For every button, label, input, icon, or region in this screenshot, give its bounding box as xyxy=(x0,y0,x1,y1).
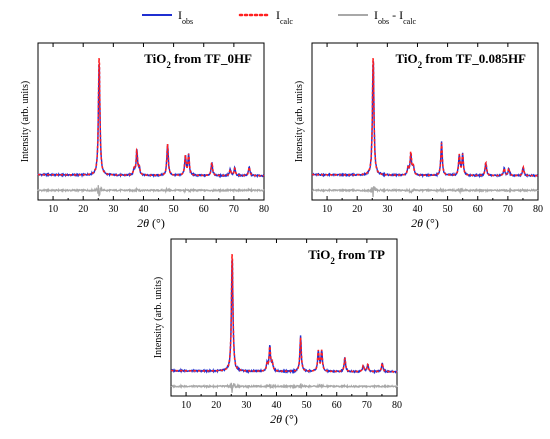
chart-title-sub: 2 xyxy=(330,256,335,266)
x-tick-label: 70 xyxy=(362,400,372,411)
x-tick-label: 80 xyxy=(259,204,269,215)
x-axis-label-main: 2θ xyxy=(411,216,423,230)
y-axis-label: Intensity (arb. units) xyxy=(294,81,305,162)
x-tick-label: 40 xyxy=(138,204,148,215)
x-tick-label: 20 xyxy=(352,204,362,215)
series-line-calc xyxy=(312,58,538,177)
x-axis-label: 2θ (°) xyxy=(137,216,165,230)
x-axis-label: 2θ (°) xyxy=(411,216,439,230)
chart-title-main: TiO xyxy=(144,51,166,66)
series-line-diff xyxy=(311,186,539,198)
x-tick-label: 60 xyxy=(473,204,483,215)
x-tick-label: 10 xyxy=(48,204,58,215)
legend-label-sub: obs xyxy=(182,17,193,26)
chart-panel-3: 10 20 30 40 50 60 70 80 2θ (°) Intensity (arb. un… xyxy=(153,238,402,426)
x-tick-label: 60 xyxy=(199,204,209,215)
x-tick-label: 50 xyxy=(443,204,453,215)
legend: Iobs Icalc Iobs - Icalc xyxy=(142,8,416,26)
series-line-calc xyxy=(171,254,397,373)
chart-title-sub: 2 xyxy=(166,60,171,70)
series-line-obs xyxy=(37,63,265,179)
chart-title: TiO2 from TF_0HF xyxy=(144,51,252,70)
x-axis-label-rest: (°) xyxy=(149,216,165,230)
x-tick-label: 80 xyxy=(533,204,543,215)
chart-title: TiO2 from TP xyxy=(308,247,385,266)
chart-title: TiO2 from TF_0.085HF xyxy=(395,51,526,70)
chart-title-sub: 2 xyxy=(418,60,423,70)
chart-title-rest: from TF_0.085HF xyxy=(422,51,526,66)
legend-label-sub: obs xyxy=(378,17,389,26)
legend-label-main: I xyxy=(276,8,280,22)
x-tick-label: 30 xyxy=(382,204,392,215)
legend-label-2: Icalc xyxy=(276,8,293,26)
x-tick-label: 20 xyxy=(211,400,221,411)
x-axis-label-main: 2θ xyxy=(270,412,282,426)
legend-label-sub2: calc xyxy=(403,17,416,26)
legend-label-main: I xyxy=(178,8,182,22)
x-tick-label: 40 xyxy=(271,400,281,411)
x-tick-label: 70 xyxy=(229,204,239,215)
series-line-obs xyxy=(170,259,398,375)
plot-frame xyxy=(170,238,398,397)
x-tick-label: 30 xyxy=(108,204,118,215)
chart-panel-1: 10 20 30 40 50 60 70 80 2θ (°) Intensity (arb. un… xyxy=(20,42,269,230)
legend-label-sub: calc xyxy=(280,17,293,26)
x-tick-label: 30 xyxy=(241,400,251,411)
y-axis-label: Intensity (arb. units) xyxy=(20,81,31,162)
x-tick-label: 10 xyxy=(322,204,332,215)
x-tick-label: 10 xyxy=(181,400,191,411)
x-tick-label: 70 xyxy=(503,204,513,215)
plot-frame xyxy=(37,42,265,201)
legend-label-mid: - I xyxy=(389,8,403,22)
x-tick-label: 80 xyxy=(392,400,402,411)
series-line-diff xyxy=(170,382,398,393)
chart-title-main: TiO xyxy=(395,51,417,66)
x-tick-label: 40 xyxy=(412,204,422,215)
x-axis-label-main: 2θ xyxy=(137,216,149,230)
x-tick-label: 50 xyxy=(302,400,312,411)
series-line-obs xyxy=(311,61,539,179)
x-tick-label: 60 xyxy=(332,400,342,411)
x-axis-label-rest: (°) xyxy=(282,412,298,426)
plot-frame xyxy=(311,42,539,201)
chart-title-rest: from TF_0HF xyxy=(171,51,252,66)
chart-panel-2: 10 20 30 40 50 60 70 80 2θ (°) Intensity (arb. un… xyxy=(294,42,543,230)
legend-label-1: Iobs xyxy=(178,8,193,26)
series-line-diff xyxy=(37,185,265,197)
x-axis-label-rest: (°) xyxy=(423,216,439,230)
series-line-calc xyxy=(38,58,264,177)
y-axis-label: Intensity (arb. units) xyxy=(153,277,164,358)
legend-label-main: I xyxy=(374,8,378,22)
x-tick-label: 50 xyxy=(169,204,179,215)
x-tick-label: 20 xyxy=(78,204,88,215)
legend-label-3: Iobs - Icalc xyxy=(374,8,416,26)
chart-title-main: TiO xyxy=(308,247,330,262)
x-axis-label: 2θ (°) xyxy=(270,412,298,426)
chart-title-rest: from TP xyxy=(335,247,385,262)
